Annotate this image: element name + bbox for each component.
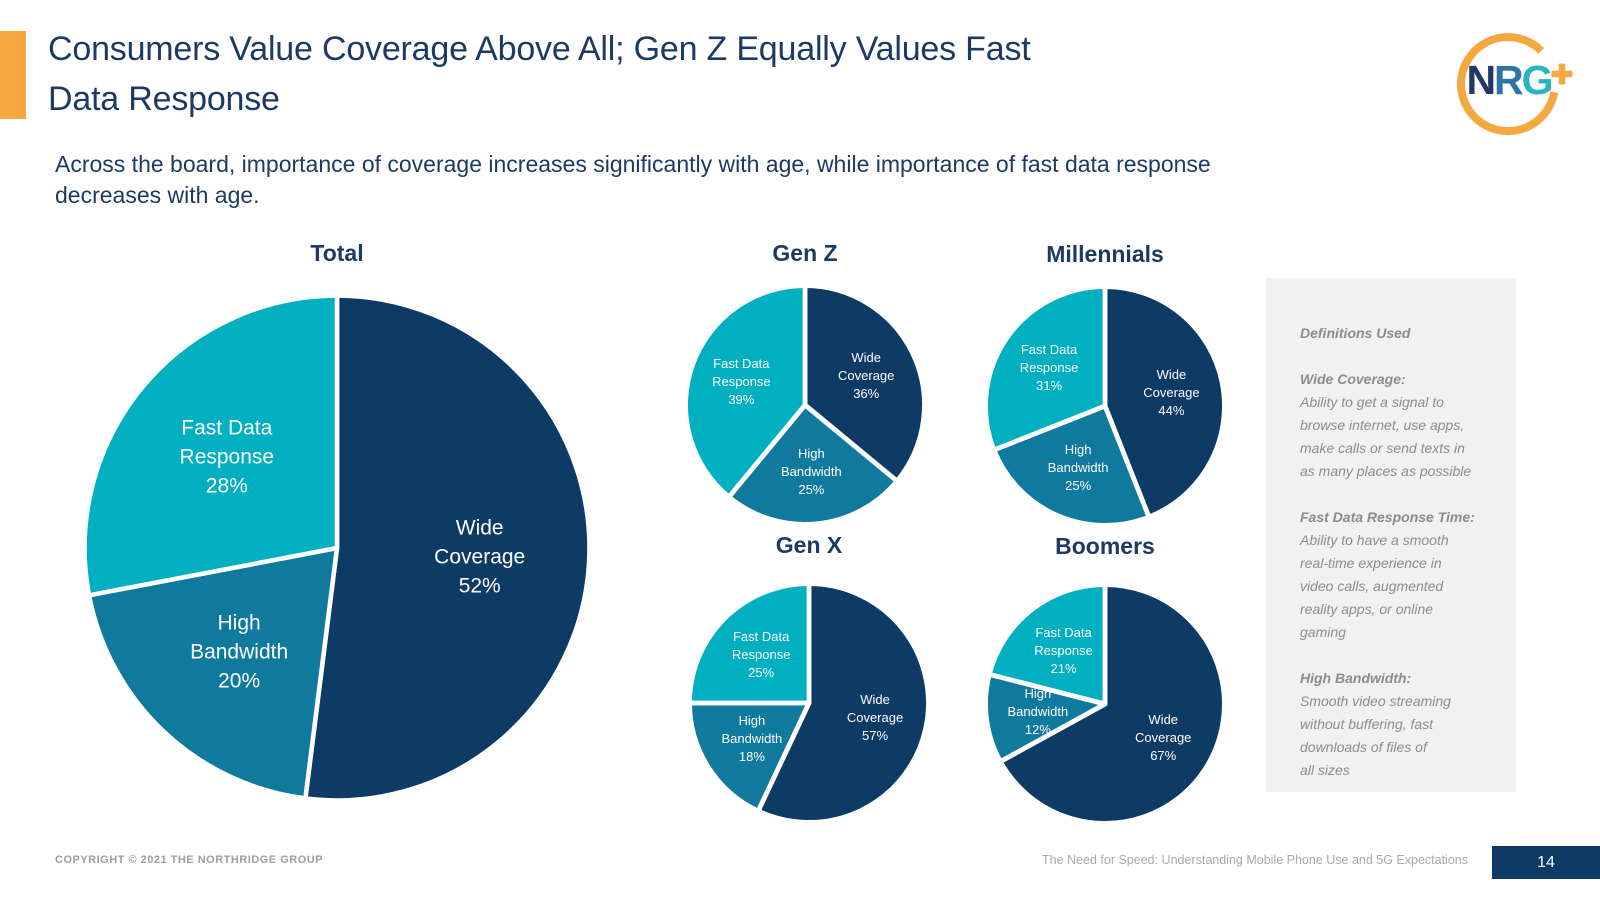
definition-body: Ability to get a signal to browse intern… (1300, 394, 1472, 479)
definition-term: Fast Data Response Time: (1300, 509, 1475, 525)
chart-block-millennials: Millennials Wide Coverage 44% High Bandwi… (982, 241, 1228, 531)
chart-title-boomers: Boomers (1055, 533, 1155, 559)
definitions-panel: Definitions Used Wide Coverage: Ability … (1266, 278, 1516, 792)
pie-slice-label-wide-coverage: Wide Coverage 67% (1135, 712, 1192, 764)
definition-item-fast-data-response: Fast Data Response Time: Ability to have… (1300, 506, 1490, 644)
pie-chart-gen-z: Wide Coverage 36% High Bandwidth 25% Fast … (682, 282, 928, 528)
page-number: 14 (1537, 853, 1555, 871)
pie-slice-fast-data-response (683, 283, 808, 500)
pie-chart-total: Wide Coverage 52% High Bandwidth 20% Fast … (77, 288, 597, 808)
pie-slice-fast-data-response (687, 581, 812, 706)
chart-block-boomers: Boomers Wide Coverage 67% High Bandwidth … (982, 533, 1228, 829)
title-accent-bar (0, 31, 26, 119)
pie-slice-label-fast-data-response: Fast Data Response 25% (731, 629, 791, 681)
pie-slice-wide-coverage (802, 283, 927, 484)
pie-svg-gen-z (683, 283, 927, 527)
chart-block-total: Total Wide Coverage 52% High Bandwidth 20… (77, 240, 597, 812)
logo-letter-g: G (1521, 57, 1554, 103)
nrg-logo: NRG (1446, 20, 1576, 140)
slide-title: Consumers Value Coverage Above All; Gen … (48, 30, 1031, 118)
logo-letter-n: N (1466, 57, 1496, 103)
definition-item-wide-coverage: Wide Coverage: Ability to get a signal t… (1300, 368, 1490, 483)
logo-ring-icon (1457, 33, 1573, 136)
pie-slice-label-fast-data-response: Fast Data Response 39% (712, 356, 771, 408)
pie-slice-label-high-bandwidth: High Bandwidth 12% (1007, 686, 1069, 738)
pie-slice-high-bandwidth (86, 545, 340, 801)
pie-svg-millennials (983, 284, 1227, 528)
definition-term: High Bandwidth: (1300, 670, 1412, 686)
pie-slice-label-wide-coverage: Wide Coverage 52% (434, 516, 526, 598)
chart-title-millennials: Millennials (1046, 241, 1164, 267)
footer-copyright: COPYRIGHT © 2021 THE NORTHRIDGE GROUP (55, 854, 324, 866)
pie-slice-fast-data-response (82, 293, 340, 598)
pie-slice-high-bandwidth (687, 700, 812, 814)
pie-chart-gen-x: Wide Coverage 57% High Bandwidth 18% Fast … (686, 580, 932, 826)
pie-slice-label-high-bandwidth: High Bandwidth 20% (190, 611, 289, 693)
pie-slice-label-wide-coverage: Wide Coverage 44% (1143, 367, 1200, 419)
chart-block-gen-x: Gen X Wide Coverage 57% High Bandwidth 18… (686, 532, 932, 828)
pie-slice-high-bandwidth (726, 402, 900, 527)
plus-icon (1551, 63, 1573, 85)
definition-term: Wide Coverage: (1300, 371, 1406, 387)
chart-title-gen-x: Gen X (775, 532, 843, 558)
logo-text: NRG (1455, 60, 1563, 101)
pie-chart-millennials: Wide Coverage 44% High Bandwidth 25% Fast … (982, 283, 1228, 529)
pie-slice-wide-coverage (303, 293, 592, 803)
pie-slice-label-fast-data-response: Fast Data Response 28% (179, 416, 275, 498)
pie-slice-high-bandwidth (983, 671, 1108, 764)
chart-block-gen-z: Gen Z Wide Coverage 36% High Bandwidth 25… (682, 240, 928, 530)
pie-slice-fast-data-response (986, 582, 1108, 707)
pie-slice-fast-data-response (983, 284, 1108, 453)
pie-svg-gen-x (687, 581, 931, 825)
pie-slice-label-high-bandwidth: High Bandwidth 25% (781, 446, 842, 498)
slide-subtitle: Across the board, importance of coverage… (55, 151, 1211, 208)
pie-slice-label-wide-coverage: Wide Coverage 57% (846, 691, 904, 743)
pie-slice-label-fast-data-response: Fast Data Response 21% (1034, 624, 1093, 676)
pie-slice-label-fast-data-response: Fast Data Response 31% (1019, 341, 1079, 393)
pie-svg-boomers (983, 582, 1227, 826)
footer-report-title: The Need for Speed: Understanding Mobile… (1042, 853, 1468, 867)
page-number-badge: 14 (1492, 846, 1600, 879)
pie-slice-label-wide-coverage: Wide Coverage 36% (838, 350, 895, 402)
definitions-heading: Definitions Used (1300, 325, 1411, 341)
pie-slice-label-high-bandwidth: High Bandwidth 25% (1047, 442, 1109, 494)
definition-item-high-bandwidth: High Bandwidth: Smooth video streaming w… (1300, 667, 1490, 782)
chart-title-total: Total (310, 240, 364, 266)
pie-slice-wide-coverage (1102, 284, 1227, 520)
definition-body: Smooth video streaming without buffering… (1300, 693, 1451, 778)
pie-slice-wide-coverage (755, 581, 931, 825)
pie-svg-total (82, 293, 592, 803)
definition-body: Ability to have a smooth real-time exper… (1300, 532, 1449, 640)
pie-slice-wide-coverage (997, 582, 1227, 826)
logo-letter-r: R (1494, 57, 1524, 103)
pie-slice-label-high-bandwidth: High Bandwidth 18% (721, 713, 783, 765)
chart-title-gen-z: Gen Z (772, 240, 838, 266)
pie-chart-boomers: Wide Coverage 67% High Bandwidth 12% Fast … (982, 581, 1228, 827)
